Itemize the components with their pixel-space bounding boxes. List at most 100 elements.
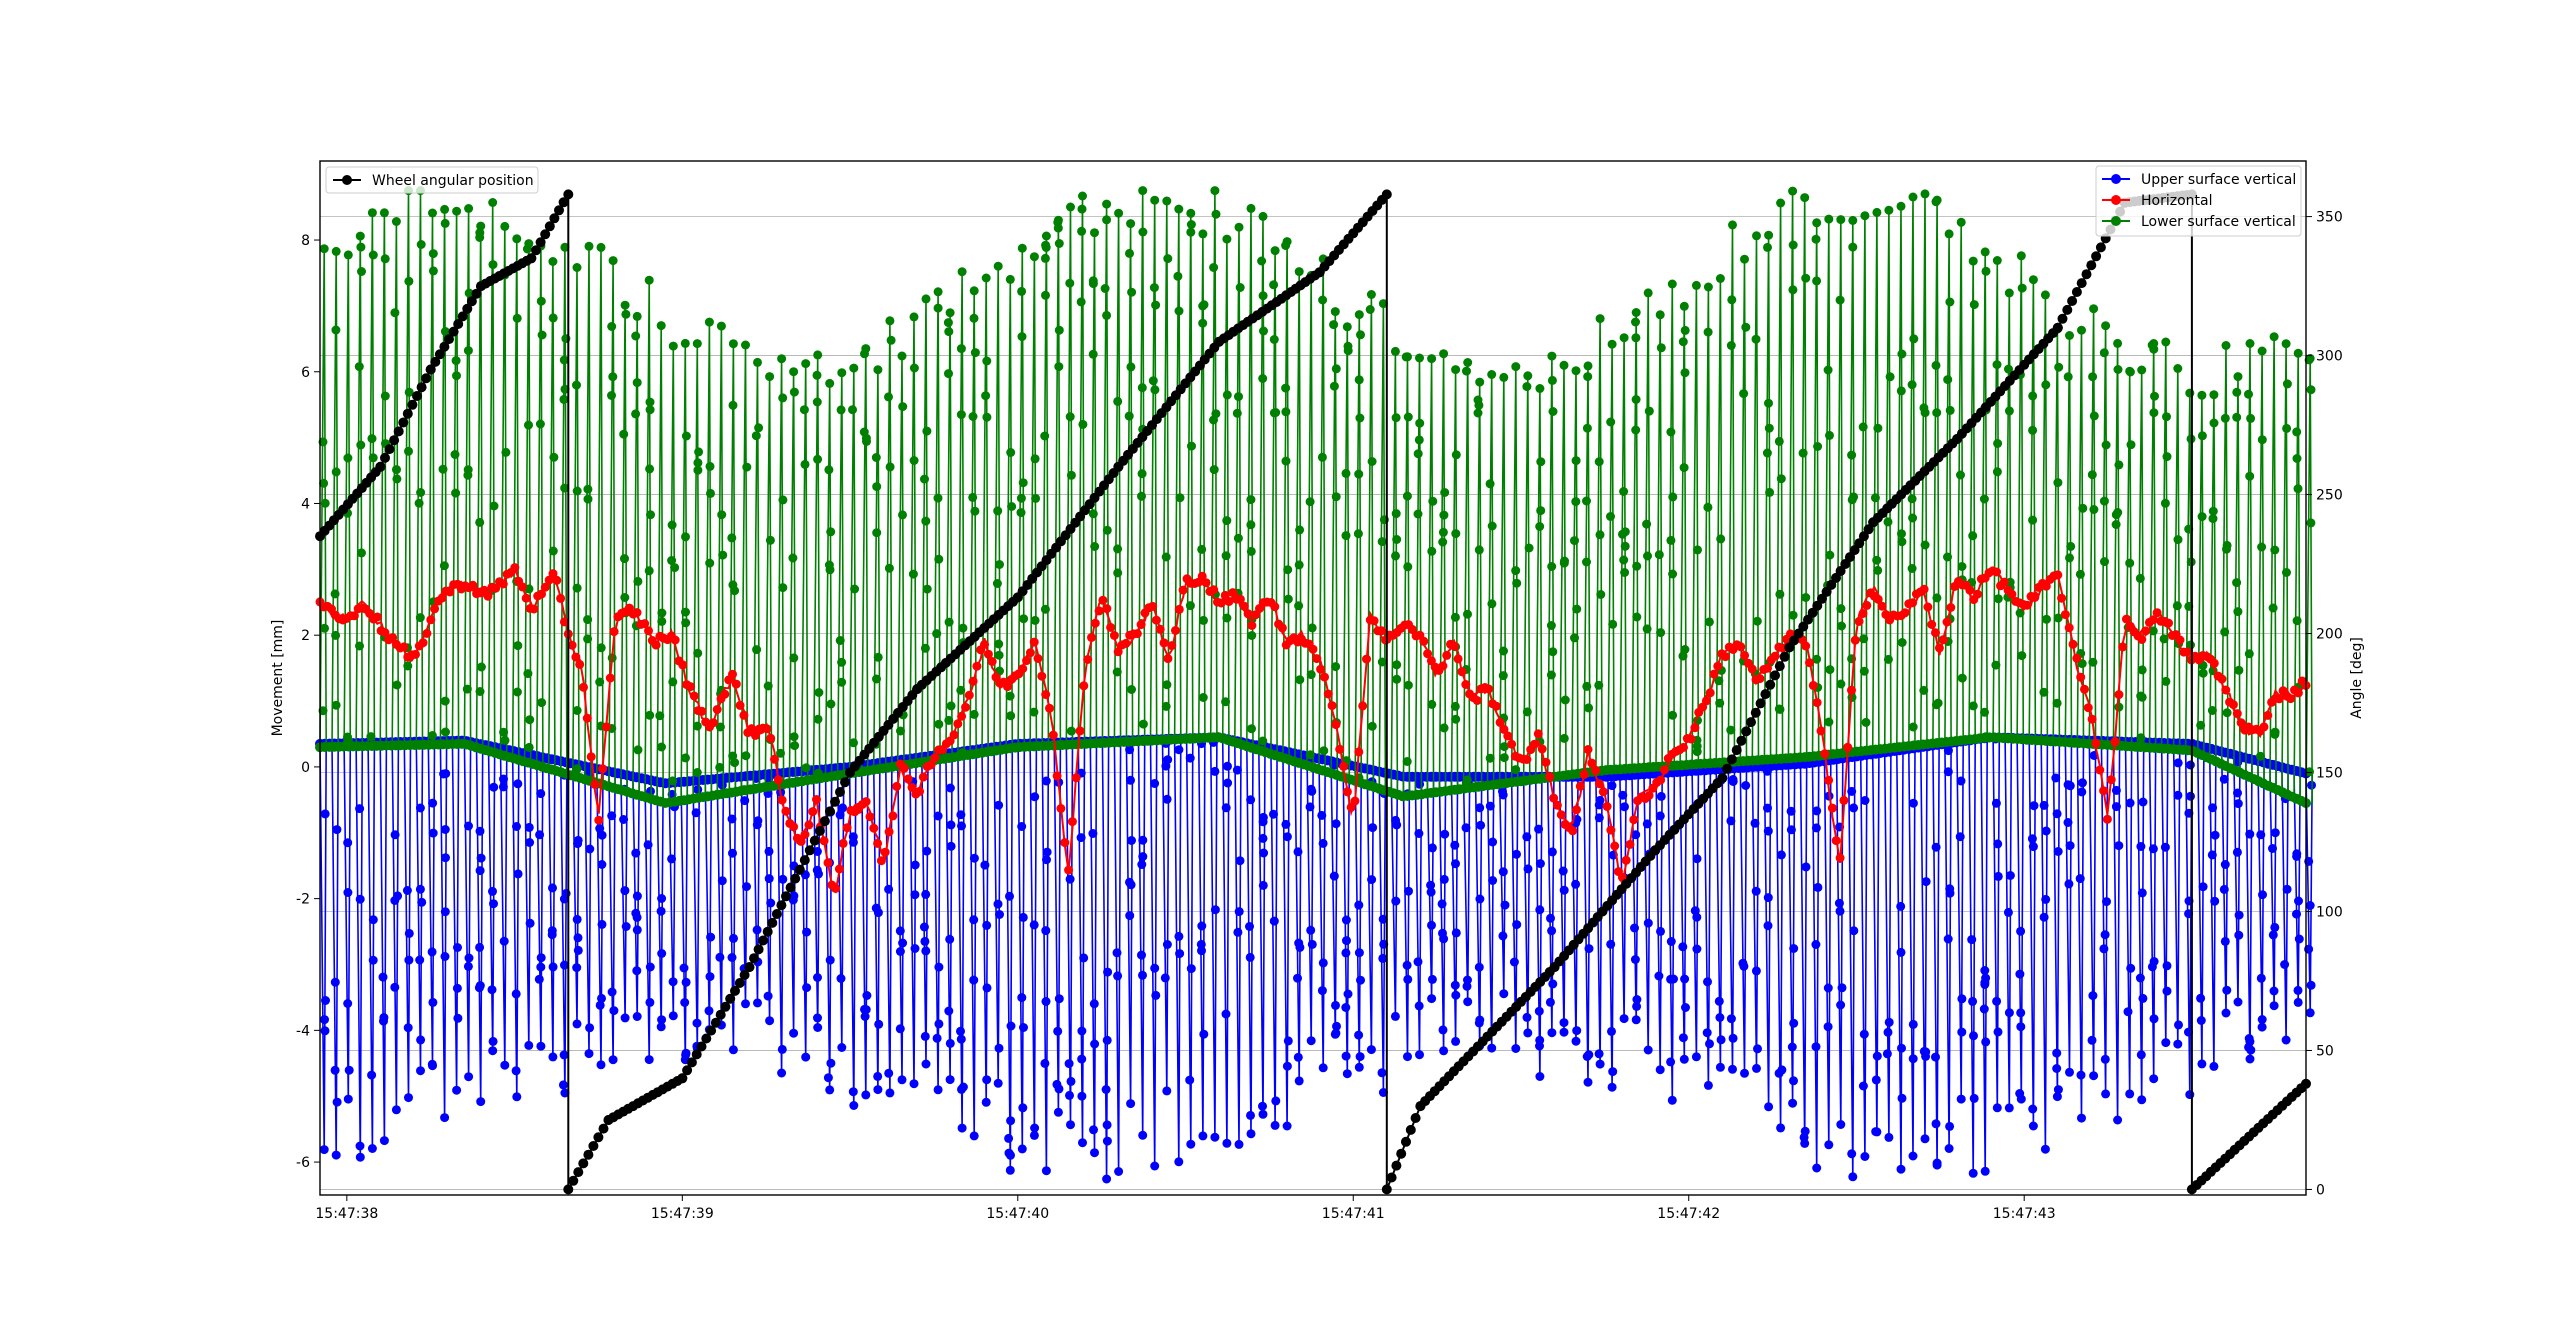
lower-surface-point <box>548 313 558 323</box>
lower-surface-point <box>368 453 378 463</box>
upper-surface-point <box>1126 1099 1136 1109</box>
upper-surface-point <box>874 1019 884 1029</box>
horizontal-point <box>2080 684 2089 694</box>
lower-surface-point <box>2306 518 2316 528</box>
upper-surface-point <box>464 1072 474 1082</box>
lower-surface-point <box>331 467 341 477</box>
horizontal-point <box>1644 791 1654 800</box>
lower-surface-point <box>1294 601 1304 611</box>
upper-surface-point <box>2305 901 2315 910</box>
upper-surface-point <box>440 1113 450 1123</box>
horizontal-point <box>1067 817 1077 827</box>
upper-surface-point <box>1102 1120 1112 1130</box>
lower-surface-point <box>1885 372 1895 382</box>
horizontal-point <box>1824 775 1834 785</box>
lower-surface-point <box>1485 479 1495 489</box>
upper-surface-point <box>1054 994 1064 1004</box>
lower-surface-point <box>763 681 773 691</box>
x-tick-label: 15:47:41 <box>1322 1206 1385 1222</box>
wheel-point <box>389 435 400 446</box>
horizontal-point <box>437 593 447 603</box>
lower-surface-point <box>536 296 546 306</box>
lower-surface-point <box>2065 553 2074 563</box>
lower-surface-point <box>1873 423 1883 433</box>
upper-surface-point <box>619 815 629 824</box>
upper-surface-point <box>2209 1061 2219 1071</box>
horizontal-point <box>2022 600 2032 610</box>
lower-surface-point <box>981 273 991 283</box>
upper-surface-point <box>1824 1140 1834 1150</box>
upper-surface-point <box>1728 1064 1737 1074</box>
upper-surface-point <box>944 1006 954 1016</box>
upper-surface-point <box>1355 1052 1365 1062</box>
lower-surface-point <box>680 338 690 348</box>
lower-surface-point <box>956 410 966 420</box>
lower-surface-point <box>1127 685 1136 694</box>
wheel-point <box>710 1017 721 1028</box>
lower-surface-point <box>1870 493 1880 503</box>
upper-surface-point <box>2016 1008 2026 1018</box>
lower-surface-point <box>1234 222 1244 232</box>
upper-surface-point <box>1475 1015 1485 1025</box>
upper-surface-point <box>2256 830 2266 840</box>
lower-surface-point <box>872 528 882 538</box>
upper-surface-point <box>1281 819 1291 829</box>
lower-surface-point <box>1812 218 1822 228</box>
lower-surface-point <box>1162 196 1172 206</box>
upper-surface-point <box>1151 990 1161 1000</box>
upper-surface-point <box>2015 969 2025 979</box>
lower-surface-point <box>1931 360 1941 370</box>
wheel-point <box>1381 189 1392 200</box>
lower-surface-point <box>1775 589 1785 599</box>
upper-surface-point <box>956 1026 965 1036</box>
upper-surface-point <box>1065 1090 1074 1100</box>
lower-surface-point <box>1054 362 1064 372</box>
upper-surface-point <box>1896 1164 1906 1174</box>
upper-surface-point <box>402 886 412 895</box>
upper-surface-point <box>453 943 462 952</box>
upper-surface-point <box>2292 849 2302 859</box>
upper-surface-point <box>2256 973 2266 983</box>
upper-surface-point <box>560 1088 570 1098</box>
upper-surface-point <box>2220 936 2230 946</box>
wheel-point <box>771 909 782 919</box>
upper-surface-point <box>729 933 738 943</box>
wheel-point <box>2086 260 2097 271</box>
lower-surface-point <box>1257 256 1267 266</box>
lower-surface-point <box>632 311 642 321</box>
lower-surface-point <box>1402 491 1412 501</box>
horizontal-point <box>544 575 554 585</box>
upper-surface-point <box>956 810 966 820</box>
upper-surface-point <box>1654 971 1664 981</box>
lower-surface-point <box>2087 470 2097 480</box>
lower-surface-point <box>753 357 762 367</box>
lower-surface-point <box>608 256 618 266</box>
lower-surface-point <box>1100 284 1110 293</box>
upper-surface-point <box>945 1075 955 1085</box>
lower-surface-point <box>356 242 366 252</box>
lower-surface-point <box>1858 422 1868 432</box>
lower-surface-point <box>2160 498 2170 508</box>
upper-surface-point <box>1317 986 1327 996</box>
horizontal-point <box>2030 593 2040 602</box>
lower-surface-point <box>1403 562 1413 572</box>
lower-surface-point <box>1390 346 1400 356</box>
lower-surface-point <box>801 763 811 773</box>
upper-surface-point <box>607 987 617 997</box>
lower-surface-point <box>968 412 978 421</box>
wheel-point <box>701 1033 712 1044</box>
lower-surface-point <box>884 563 894 573</box>
upper-surface-point <box>2111 802 2121 812</box>
lower-surface-point <box>670 563 680 573</box>
horizontal-point <box>1938 635 1948 645</box>
lower-surface-point <box>1102 199 1112 209</box>
x-tick-label: 15:47:42 <box>1657 1206 1720 1222</box>
upper-surface-point <box>2210 896 2220 906</box>
upper-surface-point <box>2065 781 2075 791</box>
lower-surface-point <box>1392 660 1402 670</box>
upper-surface-point <box>1981 1037 1991 1047</box>
upper-surface-point <box>1004 1133 1014 1143</box>
upper-surface-point <box>742 882 751 892</box>
lower-surface-point <box>1174 306 1184 316</box>
lower-surface-point <box>366 732 376 742</box>
